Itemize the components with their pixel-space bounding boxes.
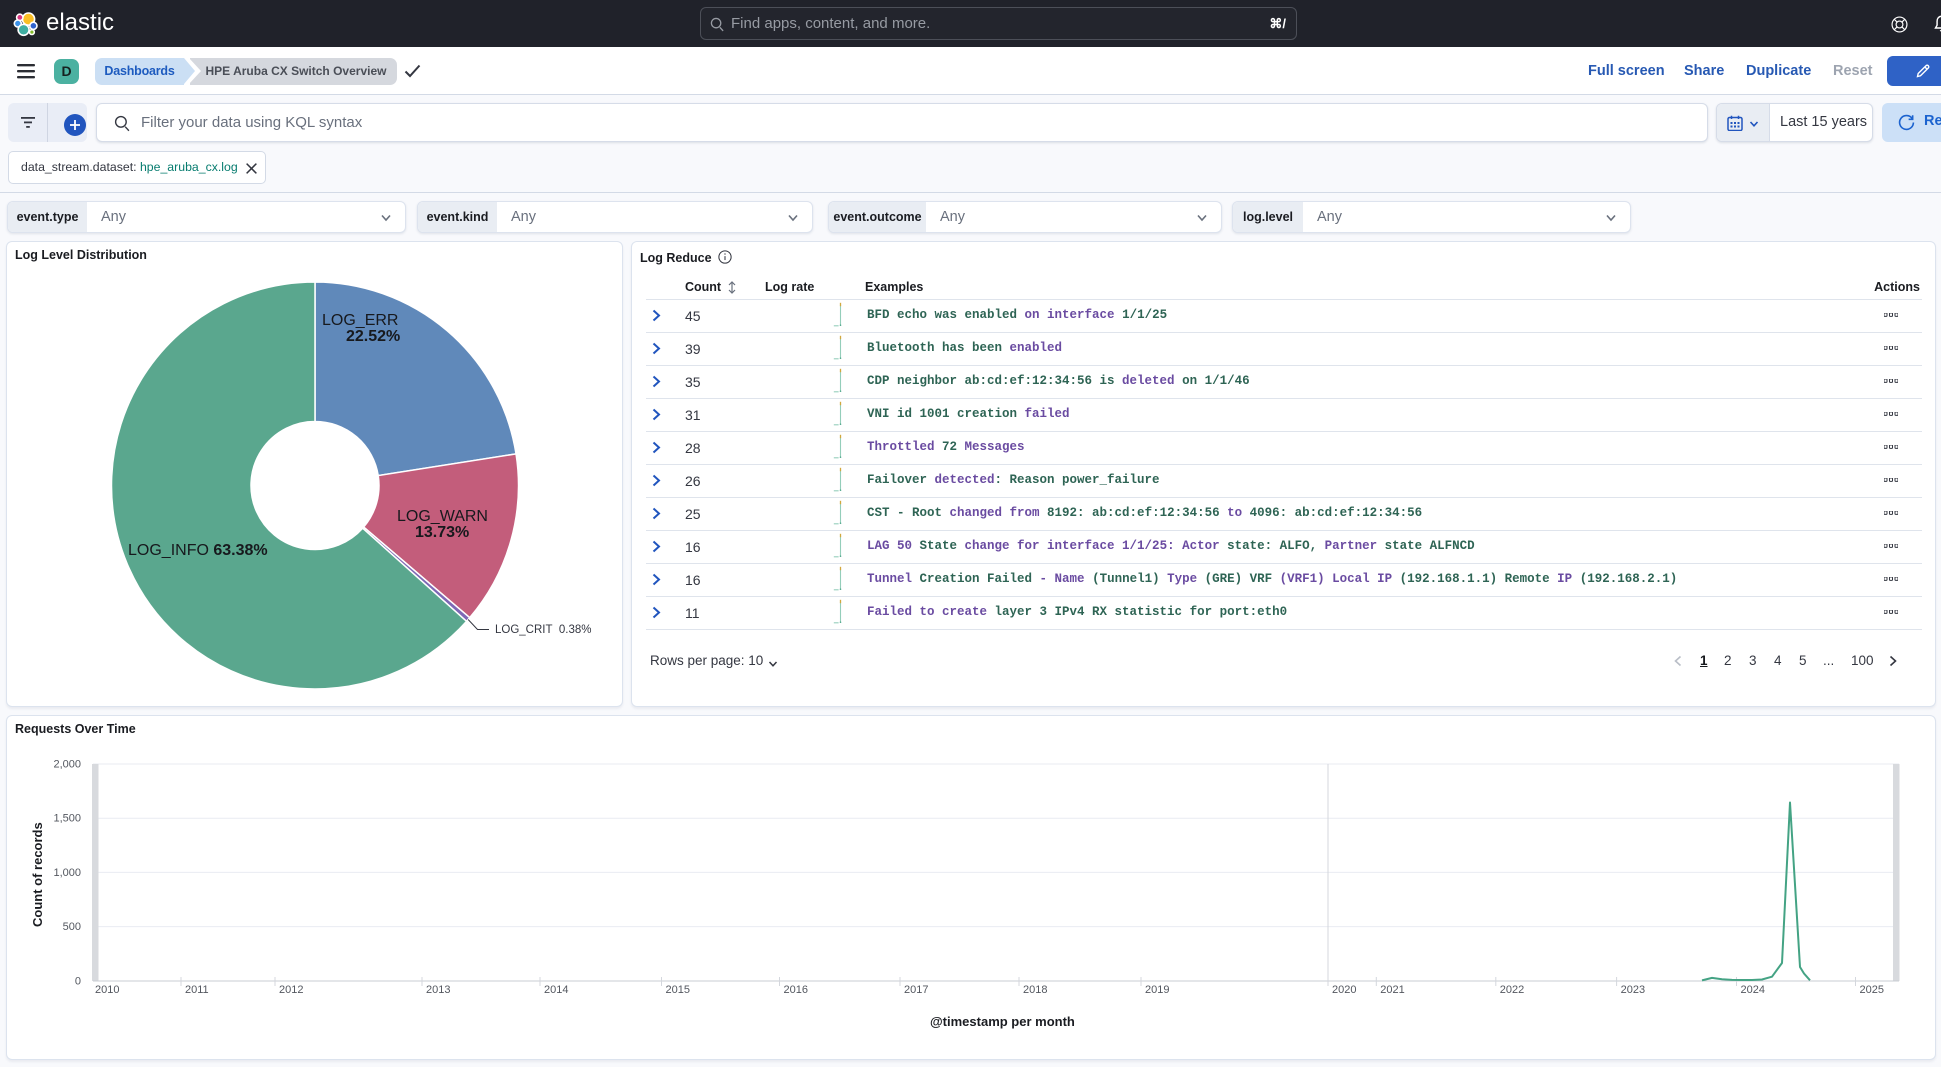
svg-text:2017: 2017	[904, 984, 928, 996]
svg-text:@timestamp per month: @timestamp per month	[930, 1014, 1075, 1029]
svg-text:2010: 2010	[95, 984, 119, 996]
svg-text:2021: 2021	[1380, 984, 1404, 996]
svg-text:1,500: 1,500	[53, 813, 81, 825]
svg-text:LOG_CRIT 0.38%: LOG_CRIT 0.38%	[495, 624, 592, 636]
svg-text:2023: 2023	[1621, 984, 1645, 996]
svg-text:2012: 2012	[279, 984, 303, 996]
svg-text:2024: 2024	[1741, 984, 1765, 996]
svg-text:2014: 2014	[544, 984, 568, 996]
svg-text:2020: 2020	[1332, 984, 1356, 996]
svg-text:2011: 2011	[185, 984, 209, 996]
svg-text:2018: 2018	[1023, 984, 1047, 996]
svg-text:2015: 2015	[666, 984, 690, 996]
svg-text:2025: 2025	[1860, 984, 1884, 996]
svg-text:2,000: 2,000	[53, 759, 81, 771]
svg-text:2022: 2022	[1500, 984, 1524, 996]
svg-text:2019: 2019	[1145, 984, 1169, 996]
svg-text:500: 500	[63, 921, 81, 933]
svg-text:22.52%: 22.52%	[346, 328, 400, 345]
svg-text:2013: 2013	[426, 984, 450, 996]
svg-text:1,000: 1,000	[53, 867, 81, 879]
svg-text:LOG_WARN: LOG_WARN	[397, 508, 488, 525]
svg-text:0: 0	[75, 975, 81, 987]
svg-text:LOG_INFO 63.38%: LOG_INFO 63.38%	[128, 542, 268, 559]
svg-text:LOG_ERR: LOG_ERR	[322, 312, 398, 329]
svg-text:2016: 2016	[784, 984, 808, 996]
svg-text:13.73%: 13.73%	[415, 524, 469, 541]
